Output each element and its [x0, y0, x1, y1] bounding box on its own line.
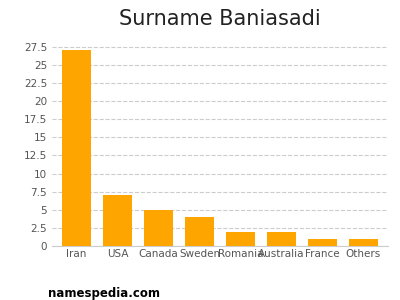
- Bar: [226, 232, 255, 246]
- Bar: [185, 217, 214, 246]
- Title: Surname Baniasadi: Surname Baniasadi: [119, 9, 321, 29]
- Bar: [308, 239, 337, 246]
- Bar: [267, 232, 296, 246]
- Bar: [103, 195, 132, 246]
- Bar: [144, 210, 173, 246]
- Bar: [62, 50, 91, 246]
- Bar: [349, 239, 378, 246]
- Text: namespedia.com: namespedia.com: [48, 287, 160, 300]
